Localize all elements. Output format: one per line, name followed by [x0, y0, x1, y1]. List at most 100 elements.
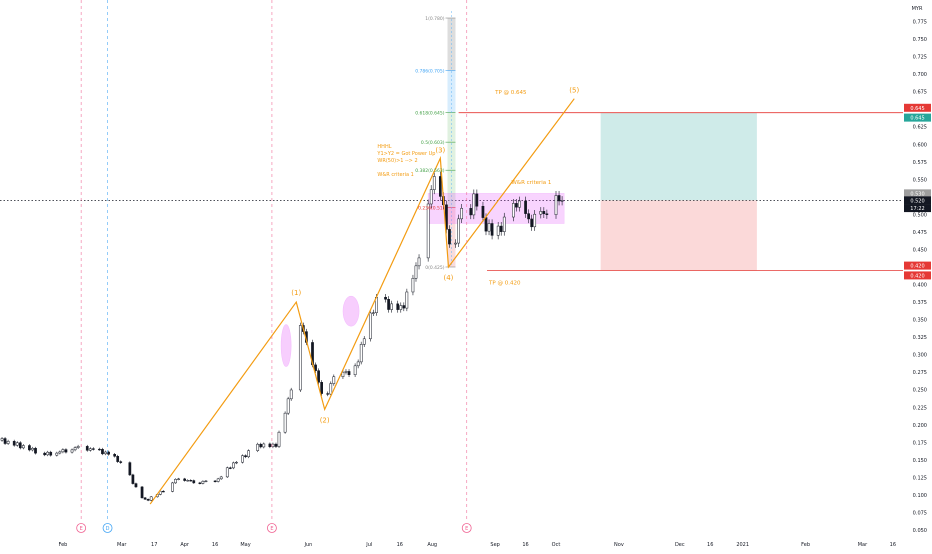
- candle-body: [104, 451, 107, 455]
- candle-body: [149, 496, 153, 501]
- candle-body: [475, 193, 479, 207]
- fib-level-label: 0.236(0.51): [418, 205, 445, 211]
- candle-body: [557, 195, 561, 202]
- candle-body: [140, 486, 144, 499]
- candle-body: [73, 447, 77, 451]
- event-marker: [461, 523, 472, 533]
- wave-label: (3): [435, 146, 445, 154]
- x-tick-label: 16: [522, 542, 528, 548]
- event-marker-label: D: [106, 526, 110, 532]
- y-tick-label: 0.050: [913, 528, 927, 534]
- y-tick-label: 0.475: [913, 230, 927, 236]
- x-tick-label: Mar: [858, 542, 868, 548]
- candle-body: [101, 449, 104, 455]
- candle-body: [158, 490, 162, 495]
- x-tick-label: Oct: [552, 542, 561, 548]
- candle-body: [98, 448, 101, 451]
- y-tick-label: 0.550: [913, 177, 927, 183]
- candle-body: [70, 449, 74, 453]
- candle-body: [213, 480, 217, 483]
- x-tick-label: 2021: [736, 542, 749, 548]
- candle-body: [399, 305, 403, 310]
- candle-body: [235, 461, 238, 464]
- candle-body: [256, 443, 260, 451]
- candle-body: [554, 195, 558, 215]
- candle-body: [460, 208, 463, 220]
- y-tick-label: 0.700: [913, 72, 927, 78]
- candle-body: [244, 455, 247, 458]
- candle-body: [314, 364, 317, 371]
- candle-body: [49, 451, 53, 456]
- candle-body: [232, 462, 235, 469]
- event-marker-label: E: [270, 526, 273, 532]
- candle-body: [76, 446, 80, 448]
- candle-body: [341, 371, 345, 377]
- candle-body: [189, 480, 193, 482]
- candle-body: [286, 398, 290, 414]
- x-tick-label: 17: [151, 542, 157, 548]
- y-tick-label: 0.675: [913, 90, 927, 96]
- candle-body: [262, 443, 266, 448]
- y-tick-label: 0.625: [913, 125, 927, 131]
- candle-body: [18, 442, 22, 449]
- event-marker-label: E: [465, 526, 468, 532]
- candle-body: [481, 205, 485, 218]
- wave-label: (1): [291, 289, 301, 297]
- candle-body: [85, 446, 89, 451]
- candle-body: [454, 242, 457, 245]
- y-tick-label: 0.275: [913, 370, 927, 376]
- candle-body: [390, 303, 393, 310]
- fib-level-label: 0(0.425): [425, 265, 445, 271]
- price-tag-label: 17:22: [910, 206, 924, 212]
- candle-body: [515, 203, 518, 208]
- candle-body: [174, 479, 177, 484]
- candle-body: [55, 452, 59, 456]
- candle-body: [241, 455, 244, 463]
- candle-body: [527, 213, 530, 220]
- candle-body: [12, 440, 16, 446]
- wave-note-line: HHHL: [377, 144, 391, 150]
- candle-body: [162, 490, 165, 493]
- candle-body: [274, 443, 278, 447]
- fib-band: [447, 207, 456, 267]
- candle-body: [268, 443, 272, 447]
- candle-body: [353, 365, 357, 375]
- candle-body: [502, 216, 506, 232]
- fib-level-label: 0.618(0.645): [415, 111, 445, 117]
- wave-label: (5): [569, 87, 579, 95]
- candle-body: [128, 462, 132, 476]
- fib-level-label: 0.5(0.603): [421, 140, 445, 146]
- candle-body: [512, 203, 515, 218]
- event-marker: [267, 523, 277, 533]
- candle-body: [283, 412, 287, 433]
- x-tick-label: 16: [890, 542, 896, 548]
- event-marker-label: E: [80, 526, 83, 532]
- candle-body: [247, 450, 250, 458]
- fib-level-label: 0.786(0.705): [415, 69, 445, 75]
- y-tick-label: 0.350: [913, 318, 927, 324]
- price-tag: [904, 261, 931, 270]
- candle-body: [58, 451, 62, 454]
- y-tick-label: 0.225: [913, 405, 927, 411]
- y-tick-label: 0.375: [913, 300, 927, 306]
- x-tick-label: Aug: [427, 542, 437, 548]
- y-tick-label: 0.250: [913, 388, 927, 394]
- candle-body: [143, 497, 147, 500]
- wave-note-line: W&R criteria 1: [377, 172, 413, 178]
- candle-body: [518, 200, 521, 208]
- candle-body: [201, 480, 205, 484]
- y-tick-label: 0.125: [913, 475, 927, 481]
- candle-body: [28, 445, 31, 451]
- candle-body: [186, 480, 190, 482]
- candle-body: [326, 393, 330, 395]
- y-tick-label: 0.450: [913, 247, 927, 253]
- candle-body: [91, 448, 95, 450]
- y-tick-label: 0.075: [913, 510, 927, 516]
- y-tick-label: 0.750: [913, 37, 927, 43]
- candle-body: [368, 312, 372, 340]
- fib-level-label: 0.382(0.563): [415, 168, 445, 174]
- candle-body: [46, 451, 50, 456]
- fib-level-label: 1(0.780): [425, 16, 445, 22]
